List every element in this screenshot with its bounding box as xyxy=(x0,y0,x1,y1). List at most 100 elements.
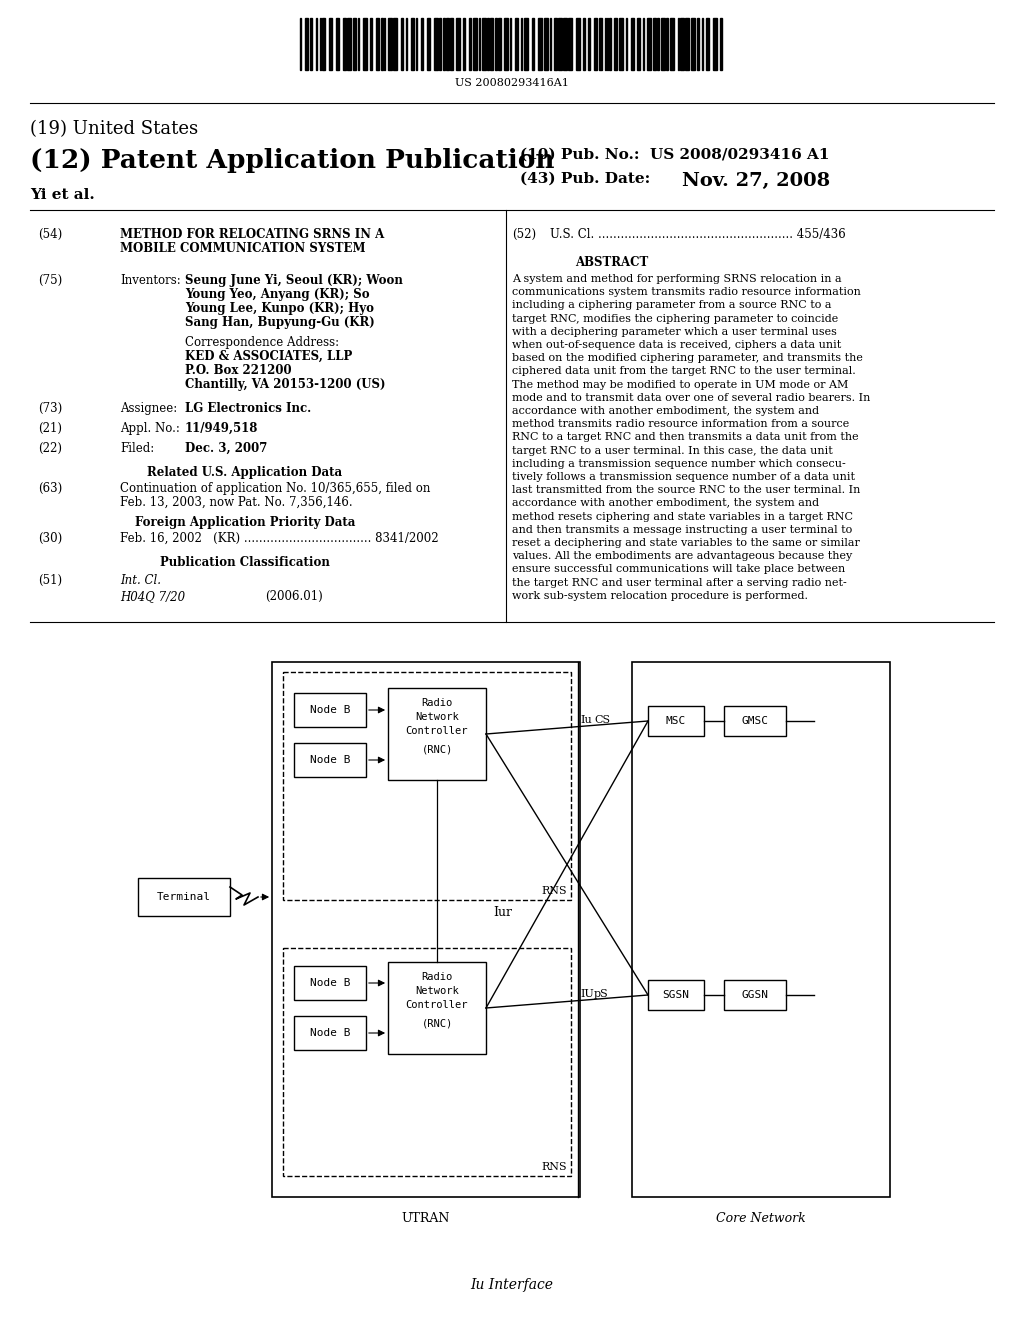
Bar xyxy=(631,18,634,70)
Text: Seung June Yi, Seoul (KR); Woon: Seung June Yi, Seoul (KR); Woon xyxy=(185,275,402,286)
Bar xyxy=(653,18,656,70)
Text: accordance with another embodiment, the system and: accordance with another embodiment, the … xyxy=(512,407,819,416)
Text: with a deciphering parameter which a user terminal uses: with a deciphering parameter which a use… xyxy=(512,327,837,337)
Bar xyxy=(490,18,493,70)
Text: Sang Han, Bupyung-Gu (KR): Sang Han, Bupyung-Gu (KR) xyxy=(185,315,375,329)
Text: method transmits radio resource information from a source: method transmits radio resource informat… xyxy=(512,420,849,429)
Bar xyxy=(594,18,597,70)
Text: last transmitted from the source RNC to the user terminal. In: last transmitted from the source RNC to … xyxy=(512,486,860,495)
Bar xyxy=(563,18,567,70)
FancyBboxPatch shape xyxy=(724,979,786,1010)
Bar xyxy=(544,18,548,70)
Bar xyxy=(680,18,684,70)
Text: Terminal: Terminal xyxy=(157,892,211,902)
Text: mode and to transmit data over one of several radio bearers. In: mode and to transmit data over one of se… xyxy=(512,393,870,403)
Text: including a transmission sequence number which consecu-: including a transmission sequence number… xyxy=(512,459,846,469)
Text: and then transmits a message instructing a user terminal to: and then transmits a message instructing… xyxy=(512,525,852,535)
FancyBboxPatch shape xyxy=(283,672,571,900)
Text: Iu: Iu xyxy=(580,715,592,725)
FancyBboxPatch shape xyxy=(724,706,786,737)
Bar xyxy=(614,18,617,70)
Text: Feb. 16, 2002   (KR) .................................. 8341/2002: Feb. 16, 2002 (KR) .....................… xyxy=(120,532,438,545)
Text: (43) Pub. Date:: (43) Pub. Date: xyxy=(520,172,650,186)
Text: ciphered data unit from the target RNC to the user terminal.: ciphered data unit from the target RNC t… xyxy=(512,367,856,376)
Bar xyxy=(662,18,665,70)
FancyBboxPatch shape xyxy=(294,1016,366,1049)
Bar xyxy=(524,18,528,70)
Text: Yi et al.: Yi et al. xyxy=(30,187,95,202)
Text: Correspondence Address:: Correspondence Address: xyxy=(185,337,339,348)
Text: Inventors:: Inventors: xyxy=(120,275,181,286)
Text: MOBILE COMMUNICATION SYSTEM: MOBILE COMMUNICATION SYSTEM xyxy=(120,242,366,255)
Text: Controller: Controller xyxy=(406,1001,468,1010)
Text: target RNC, modifies the ciphering parameter to coincide: target RNC, modifies the ciphering param… xyxy=(512,314,839,323)
Bar xyxy=(353,18,356,70)
Bar xyxy=(583,18,585,70)
Text: ABSTRACT: ABSTRACT xyxy=(575,256,648,269)
Text: LG Electronics Inc.: LG Electronics Inc. xyxy=(185,403,311,414)
Bar xyxy=(434,18,438,70)
Text: target RNC to a user terminal. In this case, the data unit: target RNC to a user terminal. In this c… xyxy=(512,446,833,455)
Text: The method may be modified to operate in UM mode or AM: The method may be modified to operate in… xyxy=(512,380,848,389)
Bar xyxy=(657,18,659,70)
Text: (12) Patent Application Publication: (12) Patent Application Publication xyxy=(30,148,555,173)
Text: Young Yeo, Anyang (KR); So: Young Yeo, Anyang (KR); So xyxy=(185,288,370,301)
Text: Chantilly, VA 20153-1200 (US): Chantilly, VA 20153-1200 (US) xyxy=(185,378,385,391)
Bar xyxy=(421,18,423,70)
Bar xyxy=(329,18,332,70)
Text: (54): (54) xyxy=(38,228,62,242)
Bar xyxy=(532,18,534,70)
Bar xyxy=(393,18,397,70)
Bar xyxy=(495,18,497,70)
Text: (30): (30) xyxy=(38,532,62,545)
Text: A system and method for performing SRNS relocation in a: A system and method for performing SRNS … xyxy=(512,275,842,284)
Text: Foreign Application Priority Data: Foreign Application Priority Data xyxy=(135,516,355,529)
FancyBboxPatch shape xyxy=(648,706,705,737)
Bar xyxy=(362,18,367,70)
Bar xyxy=(538,18,542,70)
Text: based on the modified ciphering parameter, and transmits the: based on the modified ciphering paramete… xyxy=(512,354,863,363)
Text: when out-of-sequence data is received, ciphers a data unit: when out-of-sequence data is received, c… xyxy=(512,341,842,350)
Text: (75): (75) xyxy=(38,275,62,286)
Bar xyxy=(463,18,465,70)
Text: Controller: Controller xyxy=(406,726,468,737)
Text: Node B: Node B xyxy=(309,705,350,715)
Text: Iu Interface: Iu Interface xyxy=(470,1278,554,1292)
Text: KED & ASSOCIATES, LLP: KED & ASSOCIATES, LLP xyxy=(185,350,352,363)
Text: Continuation of application No. 10/365,655, filed on: Continuation of application No. 10/365,6… xyxy=(120,482,430,495)
Text: Node B: Node B xyxy=(309,978,350,987)
Bar xyxy=(443,18,445,70)
Bar xyxy=(482,18,486,70)
Text: Radio: Radio xyxy=(421,698,453,708)
Bar xyxy=(599,18,602,70)
Text: Core Network: Core Network xyxy=(716,1212,806,1225)
FancyBboxPatch shape xyxy=(388,688,486,780)
Bar xyxy=(618,18,623,70)
Text: (10) Pub. No.:  US 2008/0293416 A1: (10) Pub. No.: US 2008/0293416 A1 xyxy=(520,148,829,162)
Text: 11/949,518: 11/949,518 xyxy=(185,422,258,436)
Bar xyxy=(515,18,518,70)
Text: Young Lee, Kunpo (KR); Hyo: Young Lee, Kunpo (KR); Hyo xyxy=(185,302,374,315)
Text: CS: CS xyxy=(594,715,610,725)
Bar xyxy=(647,18,651,70)
FancyBboxPatch shape xyxy=(632,663,890,1197)
Bar xyxy=(504,18,508,70)
Bar xyxy=(697,18,699,70)
Text: work sub-system relocation procedure is performed.: work sub-system relocation procedure is … xyxy=(512,591,808,601)
Bar xyxy=(439,18,441,70)
FancyBboxPatch shape xyxy=(294,966,366,1001)
Text: RNS: RNS xyxy=(542,886,567,896)
Text: Node B: Node B xyxy=(309,755,350,766)
Text: RNC to a target RNC and then transmits a data unit from the: RNC to a target RNC and then transmits a… xyxy=(512,433,859,442)
Text: GGSN: GGSN xyxy=(741,990,768,1001)
Text: tively follows a transmission sequence number of a data unit: tively follows a transmission sequence n… xyxy=(512,473,855,482)
Bar xyxy=(666,18,668,70)
Bar xyxy=(411,18,414,70)
Text: including a ciphering parameter from a source RNC to a: including a ciphering parameter from a s… xyxy=(512,301,831,310)
Bar xyxy=(670,18,674,70)
Text: reset a deciphering and state variables to the same or similar: reset a deciphering and state variables … xyxy=(512,539,860,548)
Text: Feb. 13, 2003, now Pat. No. 7,356,146.: Feb. 13, 2003, now Pat. No. 7,356,146. xyxy=(120,496,352,510)
Text: GMSC: GMSC xyxy=(741,715,768,726)
FancyBboxPatch shape xyxy=(138,878,230,916)
Text: Radio: Radio xyxy=(421,972,453,982)
